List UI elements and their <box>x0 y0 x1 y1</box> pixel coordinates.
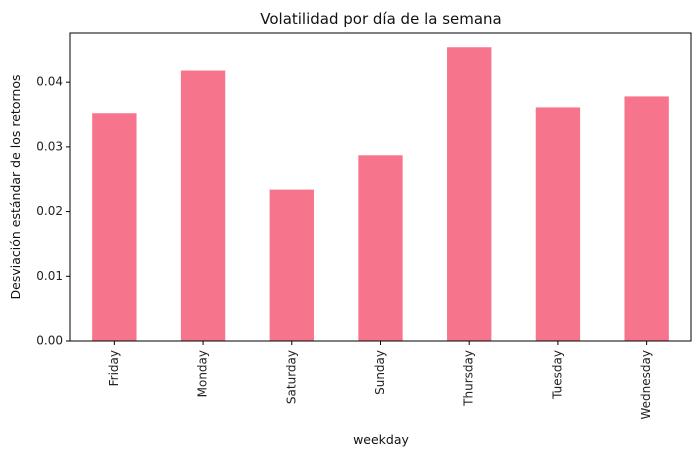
x-axis: Friday Monday Saturday Sunday Thursday Tuesda… <box>107 341 653 419</box>
x-tick-label: Saturday <box>284 350 298 404</box>
y-tick-label: 0.01 <box>36 269 63 283</box>
x-tick-label: Friday <box>107 350 121 386</box>
bar-tuesday <box>535 107 581 341</box>
y-axis: 0.00 0.01 0.02 0.03 0.04 <box>36 75 70 348</box>
y-tick-label: 0.04 <box>36 75 63 89</box>
y-tick-label: 0.03 <box>36 139 63 153</box>
y-axis-label: Desviación estándar de los retornos <box>8 75 23 300</box>
bar-sunday <box>358 155 403 341</box>
x-tick-label: Sunday <box>373 350 387 395</box>
bar-monday <box>180 70 226 341</box>
bar-thursday <box>447 47 492 342</box>
plot-frame <box>69 32 692 342</box>
x-tick-label: Monday <box>196 350 210 397</box>
x-tick-label: Wednesday <box>639 350 653 419</box>
bars-group <box>92 47 669 342</box>
y-tick-label: 0.00 <box>36 334 63 348</box>
chart-title: Volatilidad por día de la semana <box>260 10 502 28</box>
x-axis-label: weekday <box>353 432 409 447</box>
bar-saturday <box>269 189 314 341</box>
x-tick-label: Tuesday <box>550 350 564 400</box>
y-tick-label: 0.02 <box>36 204 63 218</box>
bar-wednesday <box>624 96 669 341</box>
bar-friday <box>92 113 137 341</box>
x-tick-label: Thursday <box>462 350 476 407</box>
